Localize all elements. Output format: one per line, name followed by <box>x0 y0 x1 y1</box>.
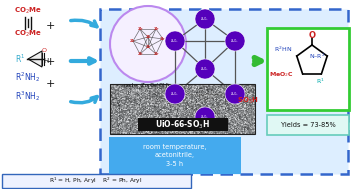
Text: H: H <box>43 58 49 64</box>
Circle shape <box>165 84 185 104</box>
FancyBboxPatch shape <box>267 28 349 110</box>
Text: Zr: Zr <box>130 39 136 43</box>
Text: Zr₆O₄: Zr₆O₄ <box>171 39 179 43</box>
Text: CO$_2$Me: CO$_2$Me <box>14 29 42 39</box>
FancyBboxPatch shape <box>267 115 349 135</box>
Text: MeO$_2$C: MeO$_2$C <box>269 70 294 79</box>
Circle shape <box>165 31 185 51</box>
Text: Zr: Zr <box>137 52 143 56</box>
Text: Zr: Zr <box>145 45 151 49</box>
Text: Zr₆O₄: Zr₆O₄ <box>201 17 209 21</box>
Text: room temperature,
acetonitrile,
3-5 h: room temperature, acetonitrile, 3-5 h <box>143 143 207 167</box>
Text: Zr: Zr <box>137 27 143 31</box>
Text: R$^{1}$: R$^{1}$ <box>15 53 25 65</box>
FancyBboxPatch shape <box>1 174 191 187</box>
Text: Zr₆O₄: Zr₆O₄ <box>171 92 179 96</box>
Text: CO$_2$Me: CO$_2$Me <box>14 6 42 16</box>
Text: R$^2$NH$_2$: R$^2$NH$_2$ <box>16 70 41 84</box>
Text: Zr₆O₄: Zr₆O₄ <box>201 115 209 119</box>
Text: Zr: Zr <box>153 27 159 31</box>
Text: Zr: Zr <box>160 37 166 41</box>
Circle shape <box>225 84 245 104</box>
FancyBboxPatch shape <box>138 118 227 131</box>
Text: R$^1$ = H, Ph, Aryl    R$^2$ = Ph, Aryl: R$^1$ = H, Ph, Aryl R$^2$ = Ph, Aryl <box>49 175 143 186</box>
Circle shape <box>195 9 215 29</box>
Text: O: O <box>42 49 47 53</box>
Text: Zr₆O₄: Zr₆O₄ <box>201 67 209 71</box>
Text: +: + <box>45 57 55 67</box>
Circle shape <box>195 59 215 79</box>
Text: +: + <box>45 79 55 89</box>
Text: Zr: Zr <box>153 52 159 56</box>
Text: Yields = 73-85%: Yields = 73-85% <box>281 122 335 128</box>
Text: Zr₆O₄: Zr₆O₄ <box>231 92 239 96</box>
Text: O: O <box>309 30 316 40</box>
Text: SO$_3$H: SO$_3$H <box>237 96 259 106</box>
Polygon shape <box>28 51 42 67</box>
Text: UiO-66-SO$_3$H: UiO-66-SO$_3$H <box>155 118 210 131</box>
Circle shape <box>110 6 186 82</box>
Circle shape <box>225 31 245 51</box>
Text: +: + <box>45 21 55 31</box>
Text: R$^{1}$: R$^{1}$ <box>316 76 324 86</box>
Circle shape <box>195 107 215 127</box>
Text: Zr: Zr <box>145 35 151 39</box>
FancyBboxPatch shape <box>109 137 241 174</box>
Text: Zr₆O₄: Zr₆O₄ <box>231 39 239 43</box>
Text: R$^{2}$HN: R$^{2}$HN <box>274 44 292 54</box>
Text: node: Zr$_6$O$_4$(OH)$_4$: node: Zr$_6$O$_4$(OH)$_4$ <box>123 81 173 91</box>
Text: N–R$^{2}$: N–R$^{2}$ <box>309 51 325 61</box>
Text: R$^3$NH$_2$: R$^3$NH$_2$ <box>16 89 41 103</box>
FancyBboxPatch shape <box>100 9 348 174</box>
